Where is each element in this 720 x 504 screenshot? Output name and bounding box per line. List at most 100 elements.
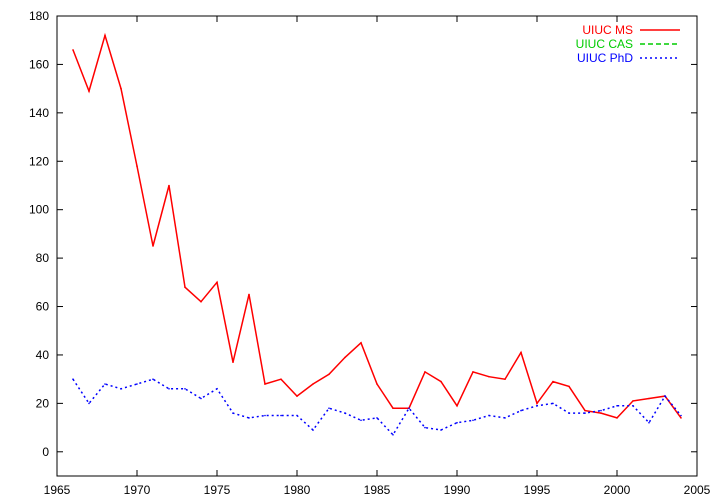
data-point — [552, 380, 554, 383]
y-tick-label: 100 — [29, 203, 49, 217]
data-point — [376, 417, 378, 419]
data-point — [232, 361, 234, 364]
x-tick-label: 1970 — [124, 483, 151, 497]
data-point — [168, 184, 170, 187]
x-tick-label: 2005 — [684, 483, 711, 497]
data-point — [600, 409, 602, 412]
y-tick-label: 20 — [36, 396, 50, 410]
x-tick-label: 1980 — [284, 483, 311, 497]
y-tick-label: 60 — [36, 300, 50, 314]
data-point — [120, 388, 122, 390]
data-point — [136, 165, 138, 167]
data-point — [168, 388, 170, 390]
data-point — [504, 417, 506, 419]
legend-label: UIUC PhD — [577, 51, 633, 65]
data-point — [632, 405, 634, 407]
data-point — [216, 281, 218, 284]
data-point — [440, 380, 442, 383]
data-point — [328, 407, 330, 410]
data-point — [616, 417, 618, 419]
data-point — [600, 412, 602, 414]
series-line-0 — [72, 32, 682, 419]
x-tick-label: 2000 — [604, 483, 631, 497]
data-point — [632, 400, 634, 402]
data-point — [472, 419, 474, 422]
data-point — [264, 383, 266, 385]
legend-label: UIUC MS — [582, 23, 633, 37]
data-point — [264, 414, 266, 417]
data-point — [88, 90, 90, 92]
data-point — [472, 371, 474, 373]
data-point — [424, 426, 426, 429]
data-point — [520, 351, 522, 354]
y-tick-label: 80 — [36, 251, 50, 265]
data-point — [616, 405, 618, 407]
data-point — [504, 378, 506, 381]
data-point — [360, 419, 362, 422]
x-tick-label: 1975 — [204, 483, 231, 497]
series-layer — [72, 32, 682, 437]
data-point — [456, 405, 458, 407]
series-line-2 — [72, 378, 682, 437]
data-point — [520, 409, 522, 412]
data-point — [584, 412, 586, 414]
y-tick-label: 140 — [29, 106, 49, 120]
x-tick-label: 1990 — [444, 483, 471, 497]
data-point — [344, 412, 346, 414]
data-point — [488, 414, 490, 417]
data-point — [440, 429, 442, 431]
data-point — [280, 414, 282, 417]
y-tick-label: 120 — [29, 154, 49, 168]
data-point — [184, 286, 186, 289]
data-point — [312, 429, 314, 431]
data-point — [104, 34, 106, 37]
data-point — [72, 378, 74, 381]
data-point — [200, 300, 202, 303]
x-tick-label: 1965 — [44, 483, 71, 497]
data-point — [184, 388, 186, 390]
data-point — [488, 375, 490, 378]
data-point — [584, 409, 586, 412]
axis-ticks: 1965 1970 1975 1980 1985 1990 1995 2000 2005 0 20 4… — [29, 9, 711, 497]
data-point — [152, 245, 154, 247]
data-point — [232, 412, 234, 414]
data-point — [200, 397, 202, 400]
data-point — [216, 388, 218, 390]
data-point — [296, 414, 298, 417]
data-point — [392, 407, 394, 410]
data-point — [456, 421, 458, 424]
data-point — [568, 385, 570, 388]
data-point — [568, 412, 570, 414]
data-point — [280, 378, 282, 381]
data-point — [248, 293, 250, 296]
data-point — [72, 49, 74, 51]
data-point — [680, 417, 682, 419]
data-point — [152, 378, 154, 381]
data-point — [664, 395, 666, 397]
data-point — [680, 414, 682, 417]
data-point — [536, 405, 538, 407]
data-point — [424, 371, 426, 373]
data-point — [248, 417, 250, 419]
data-point — [104, 383, 106, 385]
data-point — [552, 402, 554, 405]
data-point — [376, 383, 378, 385]
data-point — [536, 402, 538, 405]
y-tick-label: 0 — [42, 445, 49, 459]
x-tick-label: 1995 — [524, 483, 551, 497]
y-tick-label: 40 — [36, 348, 50, 362]
data-point — [648, 397, 650, 400]
data-point — [312, 383, 314, 385]
legend-label: UIUC CAS — [576, 37, 633, 51]
data-point — [120, 87, 122, 90]
y-tick-label: 160 — [29, 57, 49, 71]
data-point — [408, 407, 410, 410]
y-tick-label: 180 — [29, 9, 49, 23]
data-point — [360, 342, 362, 344]
data-point — [296, 395, 298, 397]
data-point — [392, 434, 394, 436]
data-point — [344, 356, 346, 359]
data-point — [328, 373, 330, 376]
